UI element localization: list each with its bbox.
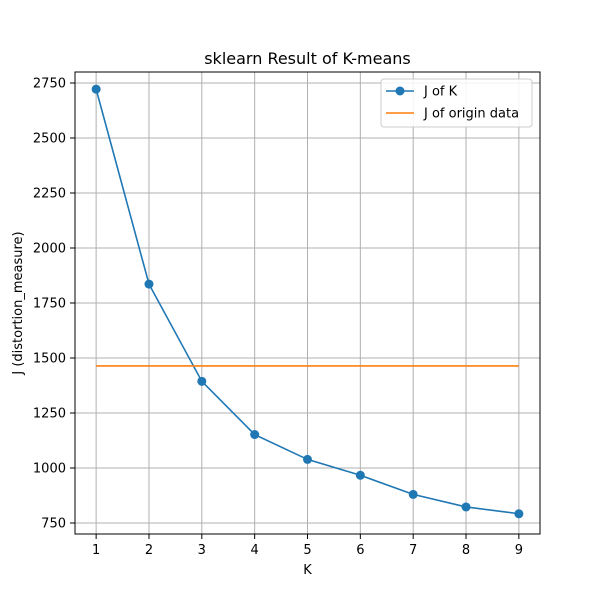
x-tick-label: 4: [251, 543, 259, 558]
y-tick-label: 2500: [33, 132, 66, 147]
x-tick-label: 6: [356, 543, 364, 558]
y-tick-label: 1000: [33, 462, 66, 477]
y-tick-label: 2250: [33, 187, 66, 202]
x-tick-label: 2: [145, 543, 153, 558]
x-tick-label: 8: [462, 543, 470, 558]
y-tick-label: 2000: [33, 242, 66, 257]
data-point-j-of-k: [250, 430, 260, 440]
x-tick-label: 9: [515, 543, 523, 558]
y-tick-label: 750: [41, 517, 66, 532]
y-tick-label: 1500: [33, 352, 66, 367]
legend-marker-swatch: [395, 86, 405, 96]
x-axis-label: K: [303, 563, 312, 578]
legend-label: J of K: [423, 85, 458, 100]
data-point-j-of-k: [303, 454, 312, 464]
series-layer: [91, 84, 524, 519]
ticks: 1 2 3 4 5 6 7 8 9 750 1000 1250 1500 1750 2000 2250 2500…: [33, 77, 523, 559]
grid: [75, 72, 540, 534]
y-tick-label: 1250: [33, 407, 66, 422]
legend-label: J of origin data: [423, 107, 519, 122]
data-point-j-of-k: [355, 470, 365, 480]
data-point-j-of-k: [461, 502, 471, 512]
x-tick-label: 7: [409, 543, 417, 558]
data-point-j-of-k: [408, 489, 418, 499]
data-point-j-of-k: [197, 376, 207, 386]
data-point-j-of-k: [514, 509, 524, 519]
data-point-j-of-k: [91, 84, 101, 94]
x-tick-label: 1: [92, 543, 100, 558]
chart-title: sklearn Result of K-means: [204, 49, 411, 68]
legend-box: [380, 78, 533, 128]
x-tick-label: 5: [303, 543, 311, 558]
x-tick-label: 3: [198, 543, 206, 558]
y-tick-label: 2750: [33, 77, 66, 92]
data-point-j-of-k: [144, 279, 154, 289]
y-axis-label: J (distortion_measure): [11, 231, 26, 375]
y-tick-label: 1750: [33, 297, 66, 312]
legend: J of K J of origin data: [380, 78, 533, 128]
